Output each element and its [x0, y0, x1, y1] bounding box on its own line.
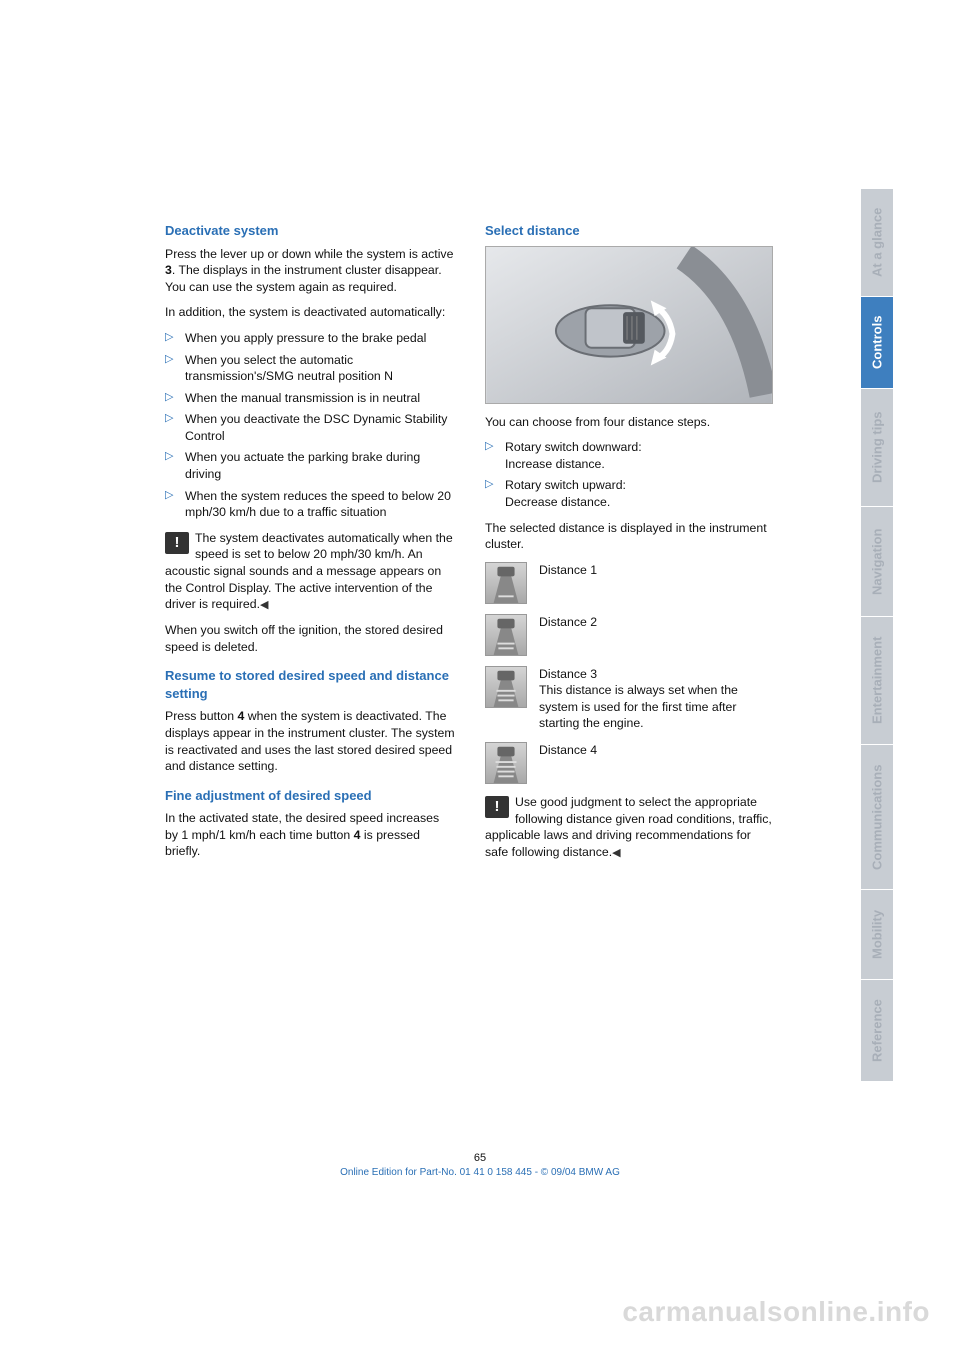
warning-icon: ! [485, 796, 509, 818]
distance-3-label: Distance 3 [539, 667, 597, 681]
list-item: When you select the automatic transmissi… [165, 352, 455, 385]
section-tabs: At a glance Controls Driving tips Naviga… [861, 188, 893, 1081]
para-fine-adjust: In the activated state, the desired spee… [165, 810, 455, 860]
text: Rotary switch upward: [505, 478, 626, 492]
right-column: Select distance [485, 222, 775, 870]
text: Press the lever up or down while the sys… [165, 247, 453, 261]
text: Decrease distance. [505, 495, 610, 509]
text: . The displays in the instrument cluster… [165, 263, 442, 294]
tab-mobility[interactable]: Mobility [861, 889, 893, 979]
distance-2-icon [485, 614, 527, 656]
footer-line: Online Edition for Part-No. 01 41 0 158 … [340, 1167, 620, 1178]
list-item: When you actuate the parking brake durin… [165, 449, 455, 482]
distance-4-icon [485, 742, 527, 784]
text: Press button [165, 709, 237, 723]
para-resume: Press button 4 when the system is deacti… [165, 708, 455, 774]
distance-row-4: Distance 4 [485, 742, 775, 784]
list-item: When you apply pressure to the brake ped… [165, 330, 455, 347]
warning-text: The system deactivates automatically whe… [165, 531, 453, 611]
tab-navigation[interactable]: Navigation [861, 506, 893, 616]
deactivate-list: When you apply pressure to the brake ped… [165, 330, 455, 521]
page-number: 65 [0, 1152, 960, 1164]
tab-entertainment[interactable]: Entertainment [861, 616, 893, 744]
tab-driving-tips[interactable]: Driving tips [861, 388, 893, 506]
warning-block-2: ! Use good judgment to select the approp… [485, 794, 775, 861]
distance-row-3: Distance 3 This distance is always set w… [485, 666, 775, 732]
list-item: When you deactivate the DSC Dynamic Stab… [165, 411, 455, 444]
para-deactivate-2: In addition, the system is deactivated a… [165, 304, 455, 321]
left-column: Deactivate system Press the lever up or … [165, 222, 455, 870]
distance-1-label: Distance 1 [539, 562, 775, 604]
heading-fine-adjust: Fine adjustment of desired speed [165, 787, 455, 805]
distance-row-2: Distance 2 [485, 614, 775, 656]
distance-row-1: Distance 1 [485, 562, 775, 604]
para-deactivate-1: Press the lever up or down while the sys… [165, 246, 455, 296]
distance-3-extra: This distance is always set when the sys… [539, 683, 738, 730]
page-footer: 65 Online Edition for Part-No. 01 41 0 1… [0, 1152, 960, 1178]
warning-icon: ! [165, 532, 189, 554]
heading-resume: Resume to stored desired speed and dista… [165, 667, 455, 702]
lever-illustration [485, 246, 773, 404]
heading-deactivate: Deactivate system [165, 222, 455, 240]
bold-ref-3: 3 [165, 263, 172, 277]
para-displayed: The selected distance is displayed in th… [485, 520, 775, 553]
bold-ref-4b: 4 [354, 828, 361, 842]
para-choose-steps: You can choose from four distance steps. [485, 414, 775, 431]
tab-communications[interactable]: Communications [861, 744, 893, 889]
list-item: When the manual transmission is in neutr… [165, 390, 455, 407]
distance-4-label: Distance 4 [539, 742, 775, 784]
manual-page: At a glance Controls Driving tips Naviga… [0, 0, 960, 1358]
para-ignition: When you switch off the ignition, the st… [165, 622, 455, 655]
distance-3-icon [485, 666, 527, 708]
list-item: When the system reduces the speed to bel… [165, 488, 455, 521]
content-columns: Deactivate system Press the lever up or … [165, 222, 835, 870]
text: Increase distance. [505, 457, 605, 471]
distance-2-label: Distance 2 [539, 614, 775, 656]
warning-block-1: ! The system deactivates automatically w… [165, 530, 455, 613]
tab-at-a-glance[interactable]: At a glance [861, 188, 893, 296]
distance-1-icon [485, 562, 527, 604]
rotary-list: Rotary switch downward: Increase distanc… [485, 439, 775, 510]
tab-controls[interactable]: Controls [861, 296, 893, 388]
list-item: Rotary switch downward: Increase distanc… [485, 439, 775, 472]
heading-select-distance: Select distance [485, 222, 775, 240]
list-item: Rotary switch upward: Decrease distance. [485, 477, 775, 510]
text: Rotary switch downward: [505, 440, 642, 454]
end-marker-icon: ◀ [612, 846, 620, 861]
warning-text: Use good judgment to select the appropri… [485, 795, 772, 859]
distance-3-text: Distance 3 This distance is always set w… [539, 666, 775, 732]
tab-reference[interactable]: Reference [861, 979, 893, 1081]
watermark: carmanualsonline.info [622, 1296, 930, 1328]
end-marker-icon: ◀ [260, 598, 268, 613]
